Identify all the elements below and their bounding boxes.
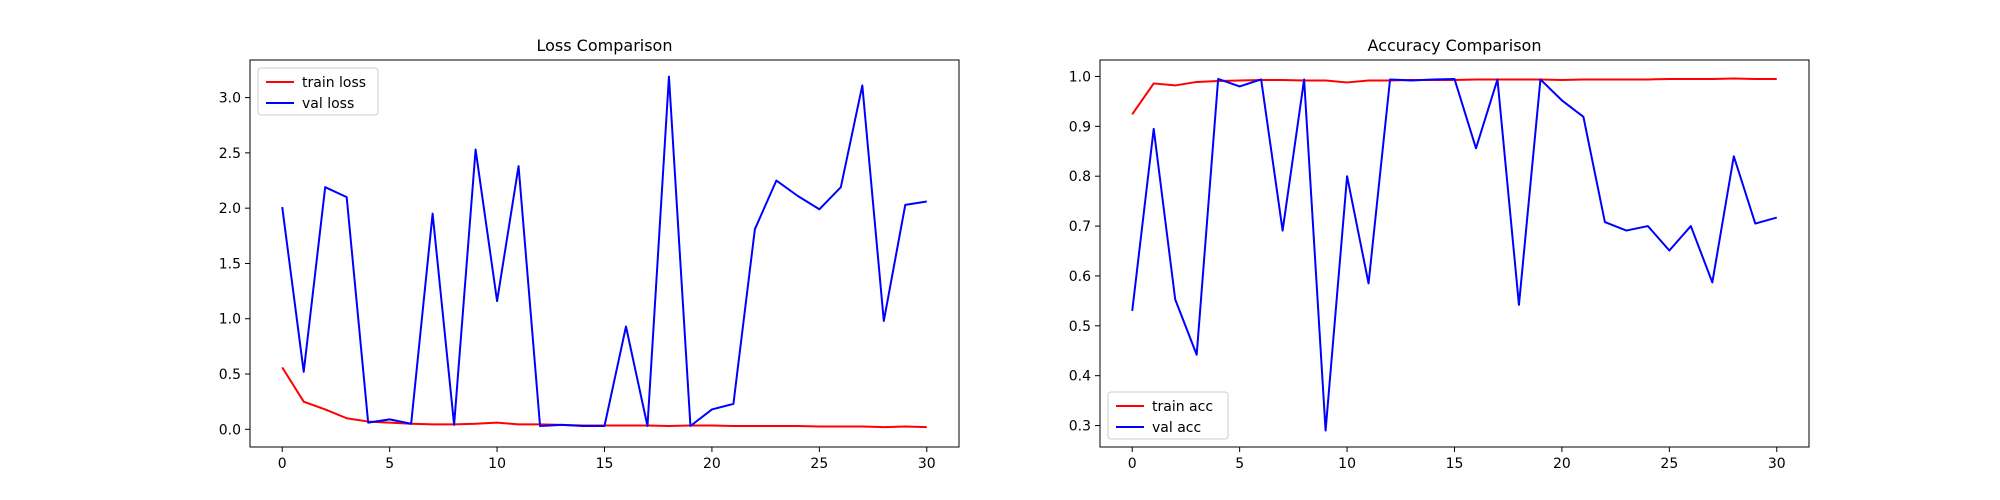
- x-tick-label: 25: [1660, 456, 1678, 472]
- x-tick-label: 0: [278, 456, 287, 472]
- x-tick-label: 20: [703, 456, 721, 472]
- plot-frame: [249, 59, 960, 448]
- chart-title: Loss Comparison: [537, 36, 673, 55]
- chart-1: Loss Comparison 0 5 10 15 20 25 30 0.0 0.5 1.0 1.5 2…: [219, 36, 960, 472]
- x-tick-label: 15: [1446, 456, 1464, 472]
- x-tick-label: 25: [810, 456, 828, 472]
- x-tick-label: 5: [1235, 456, 1244, 472]
- y-tick-label: 0.5: [1069, 319, 1091, 335]
- x-tick-label: 20: [1553, 456, 1571, 472]
- series-line-train-loss: [281, 366, 927, 429]
- y-tick-label: 2.0: [219, 201, 241, 217]
- legend-label: train acc: [1152, 399, 1213, 415]
- series-line-val-acc: [1131, 77, 1778, 432]
- y-tick-label: 1.0: [219, 312, 241, 328]
- x-tick-label: 10: [1338, 456, 1356, 472]
- x-tick-label: 30: [918, 456, 936, 472]
- x-tick-label: 5: [385, 456, 394, 472]
- x-tick-label: 30: [1768, 456, 1786, 472]
- y-tick-label: 0.6: [1069, 269, 1091, 285]
- series-line-train-acc: [1131, 77, 1777, 115]
- chart-2: Accuracy Comparison 0 5 10 15 20 25 30 0.3 0.4 0.5…: [1069, 36, 1810, 472]
- y-tick-label: 1.5: [219, 256, 241, 272]
- plot-frame: [1099, 59, 1810, 448]
- x-tick-label: 0: [1128, 456, 1137, 472]
- series-line-val-loss: [281, 75, 927, 427]
- chart-title: Accuracy Comparison: [1368, 36, 1542, 55]
- legend: train loss val loss: [257, 67, 379, 116]
- y-tick-label: 3.0: [219, 91, 241, 107]
- y-tick-label: 1.0: [1069, 69, 1091, 85]
- y-tick-label: 0.4: [1069, 369, 1091, 385]
- y-tick-label: 2.5: [219, 146, 241, 162]
- legend: train acc val acc: [1107, 391, 1229, 440]
- y-tick-label: 0.7: [1069, 219, 1091, 235]
- y-tick-label: 0.8: [1069, 169, 1091, 185]
- x-tick-label: 10: [488, 456, 506, 472]
- legend-label: val acc: [1152, 420, 1201, 436]
- y-tick-label: 0.9: [1069, 119, 1091, 135]
- y-tick-label: 0.3: [1069, 419, 1091, 435]
- y-tick-label: 0.0: [219, 422, 241, 438]
- legend-label: train loss: [302, 75, 366, 91]
- y-tick-label: 0.5: [219, 367, 241, 383]
- x-tick-label: 15: [596, 456, 614, 472]
- legend-label: val loss: [302, 96, 354, 112]
